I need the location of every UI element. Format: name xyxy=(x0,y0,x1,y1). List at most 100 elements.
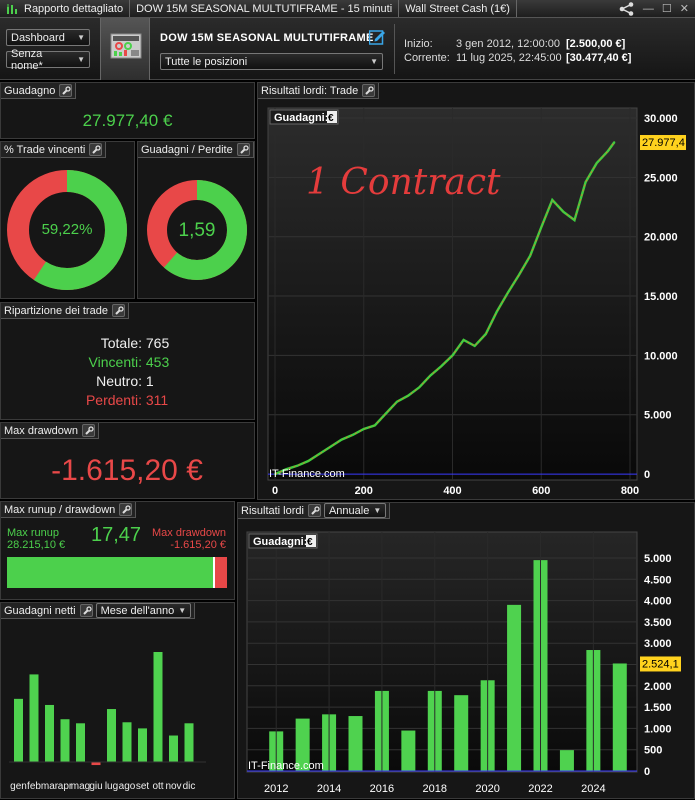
x-tick-label: 2018 xyxy=(423,783,447,795)
y-tick-label: 4.500 xyxy=(644,574,672,586)
equity-point xyxy=(584,181,587,183)
chevron-down-icon: ▼ xyxy=(370,57,378,66)
max-dd-label: Max drawdown xyxy=(152,527,226,539)
gain-title-text: Guadagno xyxy=(4,84,56,97)
neutral-label: Neutro: xyxy=(96,373,142,389)
minimize-icon[interactable]: — xyxy=(642,2,654,15)
total-value: 765 xyxy=(145,335,170,351)
x-tick-label: 2022 xyxy=(528,783,552,795)
positions-select[interactable]: Tutte le posizioni ▼ xyxy=(160,53,383,70)
runup-drawdown-panel: Max runup / drawdown Max runup 28.215,10… xyxy=(0,501,235,600)
wrench-icon[interactable] xyxy=(81,424,95,437)
title-bar: Rapporto dettagliato DOW 15M SEASONAL MU… xyxy=(0,0,695,18)
equity-point xyxy=(473,345,476,347)
chevron-down-icon: ▼ xyxy=(77,55,85,64)
equity-point xyxy=(374,424,376,427)
equity-point xyxy=(440,365,443,367)
max-drawdown-panel: Max drawdown -1.615,20 € xyxy=(0,422,255,499)
x-tick-label: 200 xyxy=(355,485,373,497)
y-tick-label: 25.000 xyxy=(644,172,678,184)
month-bar xyxy=(153,652,163,762)
edit-icon[interactable] xyxy=(369,29,385,45)
equity-point xyxy=(362,428,365,430)
plot-annotation: 1 Contract xyxy=(306,162,501,203)
max-drawdown-value: -1.615,20 € xyxy=(51,454,203,487)
wrench-icon[interactable] xyxy=(307,504,321,517)
monthly-gains-panel: Guadagni netti Mese dell'anno ▼ gen feb mar… xyxy=(0,602,235,799)
month-bar xyxy=(91,762,101,766)
monthly-period-value: Mese dell'anno xyxy=(100,604,175,617)
month-bar xyxy=(29,674,39,762)
strategy-icon xyxy=(100,18,150,80)
equity-point xyxy=(318,453,321,455)
month-label: gen xyxy=(10,781,27,792)
wrench-icon[interactable] xyxy=(362,84,376,97)
close-icon[interactable]: ✕ xyxy=(679,3,689,15)
monthly-period-select[interactable]: Mese dell'anno ▼ xyxy=(95,603,192,618)
runup-drawdown-title: Max runup / drawdown xyxy=(1,502,137,518)
max-runup-value: 28.215,10 € xyxy=(7,539,66,551)
wrench-icon[interactable] xyxy=(236,143,250,156)
win-rate-title: % Trade vincenti xyxy=(1,142,107,158)
x-tick-label: 2014 xyxy=(317,783,341,795)
month-bar xyxy=(122,722,132,762)
max-dd-block: Max drawdown -1.615,20 € xyxy=(152,527,226,551)
win-rate-title-text: % Trade vincenti xyxy=(4,143,86,156)
win-rate-value: 59,22% xyxy=(41,221,93,238)
strategy-name: DOW 15M SEASONAL MULTUTIFRAME - 15 minut… xyxy=(130,0,400,17)
total-label: Totale: xyxy=(100,335,142,351)
x-tick-label: 800 xyxy=(621,485,639,497)
plot-label: Guadagni: € xyxy=(269,109,339,125)
x-tick-label: 600 xyxy=(532,485,550,497)
wrench-icon[interactable] xyxy=(111,304,125,317)
equity-point xyxy=(351,434,354,436)
currency-box xyxy=(306,535,316,547)
chevron-down-icon: ▼ xyxy=(77,33,85,42)
y-tick-label: 2.000 xyxy=(644,681,672,693)
plot-label-box xyxy=(269,109,339,125)
profit-loss-title-text: Guadagni / Perdite xyxy=(141,143,233,156)
name-select-value: Senza nome* xyxy=(11,47,43,72)
chart-icon xyxy=(7,3,17,14)
watermark: IT-Finance.com xyxy=(269,468,345,480)
wrench-icon[interactable] xyxy=(89,143,103,156)
current-date: 11 lug 2025, 22:45:00 xyxy=(456,52,562,64)
equity-point xyxy=(407,394,409,397)
month-bar xyxy=(138,728,147,762)
year-bar xyxy=(454,695,469,771)
trade-breakdown-title: Ripartizione dei trade xyxy=(1,303,129,319)
month-bar xyxy=(60,719,70,762)
year-bar xyxy=(401,730,416,771)
share-icon[interactable] xyxy=(619,1,635,16)
start-date: 3 gen 2012, 12:00:00 xyxy=(456,38,560,50)
equity-point xyxy=(573,219,576,221)
report-tab[interactable]: Rapporto dettagliato xyxy=(0,0,131,17)
y-tick-label: 5.000 xyxy=(644,410,672,422)
x-tick-label: 2016 xyxy=(370,783,394,795)
wrench-icon[interactable] xyxy=(79,604,93,617)
max-drawdown-title-text: Max drawdown xyxy=(4,424,78,437)
name-select[interactable]: Senza nome* ▼ xyxy=(6,48,90,72)
yearly-period-select[interactable]: Annuale ▼ xyxy=(323,503,387,518)
wrench-icon[interactable] xyxy=(119,503,133,516)
dashboard-select[interactable]: Dashboard ▼ xyxy=(6,29,90,46)
max-runup-label: Max runup xyxy=(7,527,59,539)
maximize-icon[interactable]: ☐ xyxy=(661,3,672,15)
plot-label-text: Guadagni: xyxy=(274,112,328,124)
report-title: Rapporto dettagliato xyxy=(24,2,124,15)
y-tick-label: 10.000 xyxy=(644,350,678,362)
y-tick-label: 4.000 xyxy=(644,596,672,608)
positions-select-value: Tutte le posizioni xyxy=(165,55,248,68)
equity-point xyxy=(329,445,332,448)
profit-loss-panel: Guadagni / Perdite 1,59 xyxy=(137,141,255,299)
wrench-icon[interactable] xyxy=(59,84,73,97)
y-tick-label: 20.000 xyxy=(644,232,678,244)
profit-loss-value: 1,59 xyxy=(178,220,216,241)
win-rate-panel: % Trade vincenti 59,22% xyxy=(0,141,135,299)
currency-box xyxy=(327,111,337,123)
equity-point xyxy=(429,374,432,377)
y-tick-label: 5.000 xyxy=(644,553,672,565)
y-tick-label: 0 xyxy=(644,469,650,481)
runup-ratio: 17,47 xyxy=(91,524,142,546)
divider xyxy=(394,24,395,74)
